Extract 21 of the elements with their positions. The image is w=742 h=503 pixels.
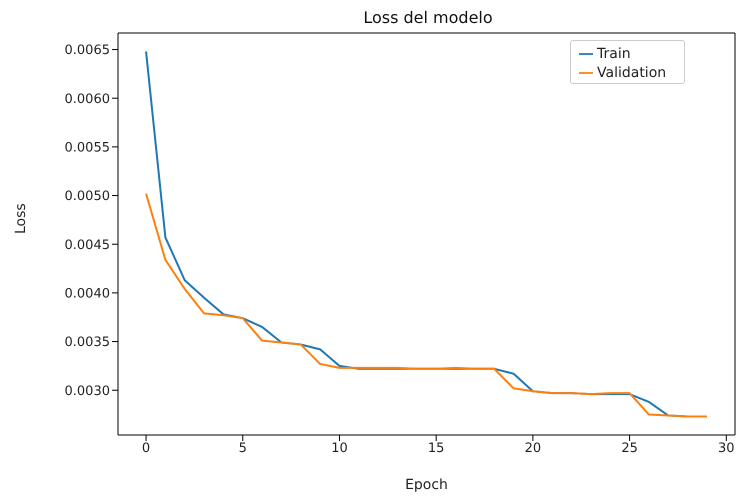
y-tick-label: 0.0055 [64,140,110,156]
legend-label: Train [597,46,631,62]
y-tick-label: 0.0045 [64,238,110,253]
y-tick-label: 0.0035 [64,335,110,350]
legend-label: Validation [597,65,666,81]
x-tick-label: 15 [428,441,444,456]
y-tick-label: 0.0060 [64,92,110,107]
line-series [145,192,708,418]
x-tick-label: 5 [238,441,247,456]
y-tick-label: 0.0030 [64,384,110,399]
x-tick-label: 20 [524,441,542,456]
y-tick-label: 0.0040 [64,286,110,302]
y-tick-label: 0.0050 [64,189,110,204]
chart-title: Loss del modelo [362,8,494,27]
x-tick-label: 10 [331,441,348,456]
y-axis-title: Loss [12,203,29,234]
x-tick-label: 0 [142,441,150,456]
x-axis-title: Epoch [405,477,448,493]
y-tick-label: 0.0065 [64,43,110,58]
x-tick-label: 25 [621,441,638,456]
x-tick-label: 30 [718,441,735,456]
